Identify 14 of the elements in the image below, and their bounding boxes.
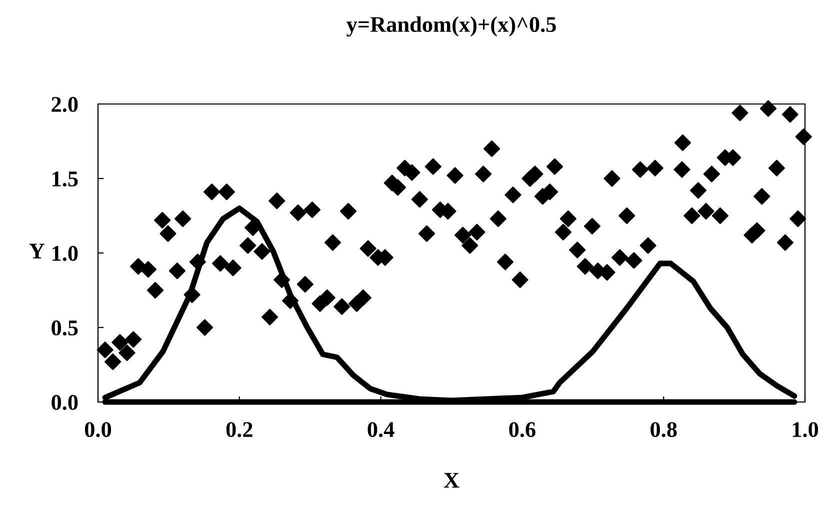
x-tick-label: 0.0: [84, 422, 112, 438]
x-tick-label: 0.4: [368, 422, 394, 438]
y-tick-label: 1.5: [52, 172, 78, 187]
chart-title: y=Random(x)+(x)^0.5: [346, 16, 556, 37]
y-axis-title: Y: [29, 244, 44, 258]
x-tick-label: 0.6: [509, 422, 536, 438]
y-tick-label: 0.0: [52, 394, 78, 410]
x-tick-label: 0.8: [650, 422, 677, 438]
y-tick-label: 1.0: [52, 246, 78, 262]
y-tick-label: 2.0: [52, 96, 78, 112]
y-tick-label: 0.5: [52, 320, 78, 336]
x-tick-label: 1.0: [792, 422, 818, 438]
x-axis-title: X: [444, 473, 460, 488]
x-tick-label: 0.2: [226, 422, 252, 438]
